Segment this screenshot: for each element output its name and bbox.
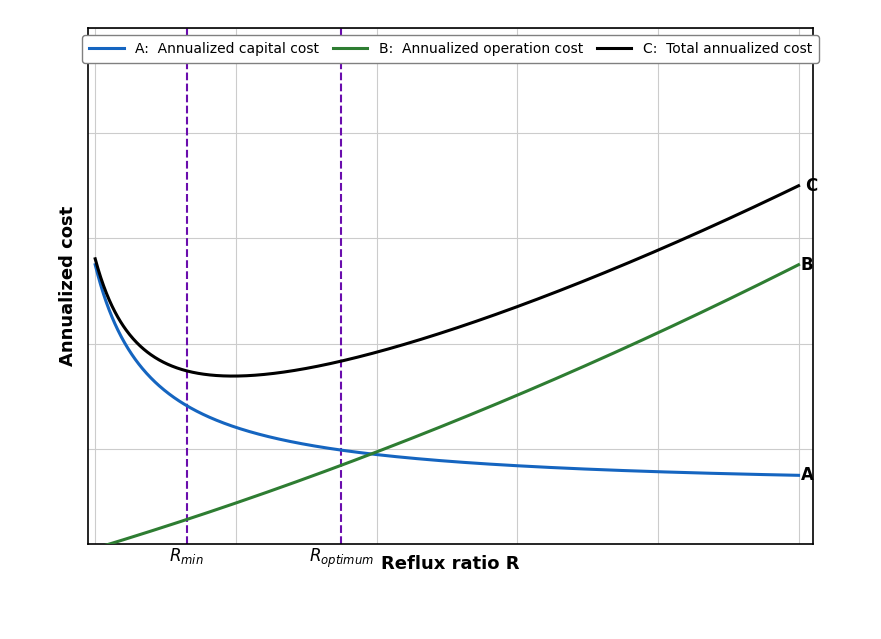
C:  Total annualized cost: (0.102, 0.362): Total annualized cost: (0.102, 0.362) — [162, 360, 173, 368]
A:  Annualized capital cost: (0, 0.55): Annualized capital cost: (0, 0.55) — [90, 261, 100, 268]
B:  Annualized operation cost: (0, 0.0112): Annualized operation cost: (0, 0.0112) — [90, 544, 100, 552]
C:  Total annualized cost: (1, 0.7): Total annualized cost: (1, 0.7) — [793, 182, 803, 190]
B:  Annualized operation cost: (0.798, 0.419): Annualized operation cost: (0.798, 0.419… — [651, 330, 662, 337]
C:  Total annualized cost: (0.781, 0.567): Total annualized cost: (0.781, 0.567) — [639, 252, 649, 260]
C:  Total annualized cost: (0.799, 0.577): Total annualized cost: (0.799, 0.577) — [652, 247, 663, 254]
A:  Annualized capital cost: (1, 0.15): Annualized capital cost: (1, 0.15) — [793, 472, 803, 479]
Y-axis label: Annualized cost: Annualized cost — [59, 206, 77, 366]
B:  Annualized operation cost: (1, 0.55): Annualized operation cost: (1, 0.55) — [793, 261, 803, 268]
Line: B:  Annualized operation cost: B: Annualized operation cost — [95, 265, 798, 548]
Line: A:  Annualized capital cost: A: Annualized capital cost — [95, 265, 798, 475]
Text: B: B — [801, 256, 813, 273]
C:  Total annualized cost: (0, 0.561): Total annualized cost: (0, 0.561) — [90, 255, 100, 263]
Line: C:  Total annualized cost: C: Total annualized cost — [95, 186, 798, 376]
A:  Annualized capital cost: (0.102, 0.308): Annualized capital cost: (0.102, 0.308) — [162, 389, 173, 396]
B:  Annualized operation cost: (0.44, 0.215): Annualized operation cost: (0.44, 0.215) — [400, 437, 411, 445]
Text: $R_{min}$: $R_{min}$ — [169, 546, 204, 566]
X-axis label: Reflux ratio R: Reflux ratio R — [381, 555, 520, 573]
A:  Annualized capital cost: (0.44, 0.184): Annualized capital cost: (0.44, 0.184) — [400, 454, 411, 461]
Text: C: C — [805, 177, 818, 195]
A:  Annualized capital cost: (0.78, 0.158): Annualized capital cost: (0.78, 0.158) — [639, 467, 649, 475]
Text: A: A — [801, 466, 813, 484]
A:  Annualized capital cost: (0.404, 0.189): Annualized capital cost: (0.404, 0.189) — [374, 451, 385, 459]
C:  Total annualized cost: (0.688, 0.515): Total annualized cost: (0.688, 0.515) — [574, 279, 584, 287]
Legend: A:  Annualized capital cost, B:  Annualized operation cost, C:  Total annualized: A: Annualized capital cost, B: Annualize… — [82, 35, 818, 63]
C:  Total annualized cost: (0.405, 0.386): Total annualized cost: (0.405, 0.386) — [375, 348, 386, 355]
B:  Annualized operation cost: (0.687, 0.352): Annualized operation cost: (0.687, 0.352… — [573, 365, 583, 373]
A:  Annualized capital cost: (0.798, 0.157): Annualized capital cost: (0.798, 0.157) — [651, 468, 662, 475]
B:  Annualized operation cost: (0.102, 0.0539): Annualized operation cost: (0.102, 0.053… — [162, 522, 173, 530]
B:  Annualized operation cost: (0.78, 0.408): Annualized operation cost: (0.78, 0.408) — [639, 335, 649, 343]
B:  Annualized operation cost: (0.404, 0.197): Annualized operation cost: (0.404, 0.197… — [374, 447, 385, 454]
A:  Annualized capital cost: (0.687, 0.163): Annualized capital cost: (0.687, 0.163) — [573, 465, 583, 473]
Text: $R_{optimum}$: $R_{optimum}$ — [309, 546, 374, 569]
C:  Total annualized cost: (0.195, 0.339): Total annualized cost: (0.195, 0.339) — [227, 373, 238, 380]
C:  Total annualized cost: (0.441, 0.4): Total annualized cost: (0.441, 0.4) — [400, 340, 411, 348]
